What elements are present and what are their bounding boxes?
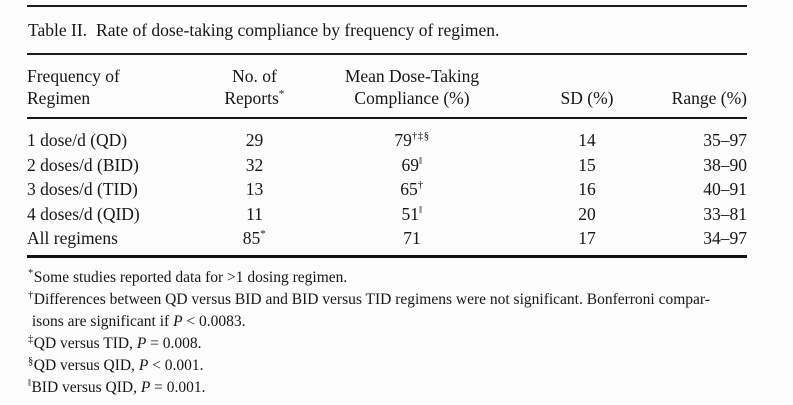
header-text: Reports: [224, 88, 279, 108]
footnote-marker: ‡: [28, 333, 34, 345]
cell-value: 29: [245, 130, 264, 150]
table-row: 1 dose/d (QD) 29 79†‡§ 14 35–97: [27, 118, 747, 153]
cell-sd: 16: [578, 179, 596, 199]
cell-compliance: 51‖: [312, 202, 512, 227]
cell-value: 13: [245, 179, 264, 199]
cell-value: 32: [245, 154, 264, 175]
footnotes: *Some studies reported data for >1 dosin…: [27, 267, 747, 399]
cell-value: 69: [401, 154, 419, 175]
table-row: 4 doses/d (QID) 11 51‖ 20 33–81: [27, 202, 747, 227]
footnote-marker: †: [28, 289, 34, 301]
cell-regimen: 1 dose/d (QD): [27, 130, 128, 150]
cell-reports: 29: [197, 118, 312, 153]
footnote-double-dagger: ‡QD versus TID, P = 0.008.: [28, 333, 747, 355]
footnote-text: = 0.008.: [146, 334, 202, 352]
cell-value: 79: [394, 130, 412, 150]
footnote-marker: *: [278, 88, 285, 101]
cell-range: 40–91: [703, 179, 747, 199]
cell-reports: 32: [197, 153, 312, 178]
bottom-rule: [27, 254, 747, 258]
footnote-text: QD versus QID,: [33, 356, 139, 374]
footnote-text: < 0.0083.: [182, 312, 246, 330]
footnote-text: Differences between QD versus BID and BI…: [31, 290, 710, 330]
cell-reports: 85*: [197, 226, 312, 255]
footnote-parallel: ‖BID versus QID, P = 0.001.: [28, 377, 747, 399]
cell-regimen: 3 doses/d (TID): [27, 179, 138, 199]
footnote-p-italic: P: [138, 356, 149, 374]
footnote-asterisk: *Some studies reported data for >1 dosin…: [28, 267, 747, 289]
cell-regimen: All regimens: [27, 228, 118, 248]
table-body: 1 dose/d (QD) 29 79†‡§ 14 35–97 2 doses/…: [27, 118, 747, 255]
table-row: 2 doses/d (BID) 32 69‖ 15 38–90: [27, 153, 747, 178]
header-sd: SD (%): [512, 55, 662, 119]
cell-regimen: 2 doses/d (BID): [27, 154, 139, 175]
footnote-marker: *: [260, 228, 267, 241]
footnote-marker: †: [417, 179, 424, 192]
top-rule: [27, 5, 747, 7]
cell-compliance: 69‖: [312, 153, 512, 178]
cell-compliance: 65†: [312, 177, 512, 202]
cell-sd: 20: [578, 203, 596, 224]
header-line: Reports*: [197, 87, 312, 109]
cell-regimen: 4 doses/d (QID): [27, 203, 140, 224]
cell-sd: 17: [578, 228, 596, 248]
footnote-marker: ‖: [418, 203, 423, 216]
footnote-p-italic: P: [136, 334, 147, 352]
header-frequency-of-regimen: Frequency of Regimen: [27, 55, 197, 119]
footnote-p-italic: P: [140, 378, 151, 396]
table-header: Frequency of Regimen No. of Reports* Mea…: [27, 55, 747, 119]
cell-sd: 15: [578, 154, 596, 175]
header-line: Compliance (%): [354, 88, 470, 108]
footnote-text: = 0.001.: [150, 378, 206, 396]
footnote-marker: *: [28, 267, 34, 279]
footnote-marker: §: [28, 355, 34, 367]
cell-value: 65: [400, 179, 418, 199]
header-line: Frequency of: [27, 66, 120, 86]
table-title: Table II. Rate of dose-taking compliance …: [27, 7, 747, 53]
footnote-text: BID versus QID,: [31, 378, 141, 396]
header-line: No. of: [232, 66, 277, 86]
cell-reports: 11: [197, 202, 312, 227]
table-number-label: Table II.: [28, 20, 88, 40]
cell-compliance: 71: [312, 226, 512, 255]
footnote-text: < 0.001.: [148, 356, 204, 374]
table-row: 3 doses/d (TID) 13 65† 16 40–91: [27, 177, 747, 202]
footnote-section: §QD versus QID, P < 0.001.: [28, 355, 747, 377]
title-rule: [27, 53, 747, 55]
header-line: Mean Dose-Taking: [344, 66, 480, 86]
footnote-marker: †‡§: [411, 130, 430, 143]
footnote-marker: ‖: [28, 377, 32, 389]
cell-value: 85: [242, 228, 261, 248]
header-row: Frequency of Regimen No. of Reports* Mea…: [27, 55, 747, 119]
cell-sd: 14: [578, 130, 596, 150]
cell-range: 33–81: [703, 203, 747, 224]
cell-value: 71: [403, 228, 421, 248]
footnote-text: Some studies reported data for >1 dosing…: [33, 268, 348, 286]
footnote-p-italic: P: [173, 312, 183, 330]
cell-reports: 13: [197, 177, 312, 202]
compliance-table: Frequency of Regimen No. of Reports* Mea…: [27, 55, 747, 255]
footnote-dagger: †Differences between QD versus BID and B…: [28, 289, 747, 333]
cell-range: 35–97: [703, 130, 747, 150]
header-line: Regimen: [27, 88, 91, 108]
table-row: All regimens 85* 71 17 34–97: [27, 226, 747, 255]
table-caption: Rate of dose-taking compliance by freque…: [96, 20, 500, 40]
cell-value: 51: [401, 203, 419, 224]
header-no-of-reports: No. of Reports*: [197, 55, 312, 119]
cell-value: 11: [246, 203, 263, 224]
cell-range: 34–97: [703, 228, 747, 248]
footnote-text: QD versus TID,: [33, 334, 137, 352]
header-range: Range (%): [662, 55, 747, 119]
table-figure: Table II. Rate of dose-taking compliance …: [27, 5, 747, 399]
footnote-marker: ‖: [418, 154, 423, 167]
header-mean-compliance: Mean Dose-Taking Compliance (%): [312, 55, 512, 119]
cell-range: 38–90: [703, 154, 747, 175]
cell-compliance: 79†‡§: [312, 118, 512, 153]
